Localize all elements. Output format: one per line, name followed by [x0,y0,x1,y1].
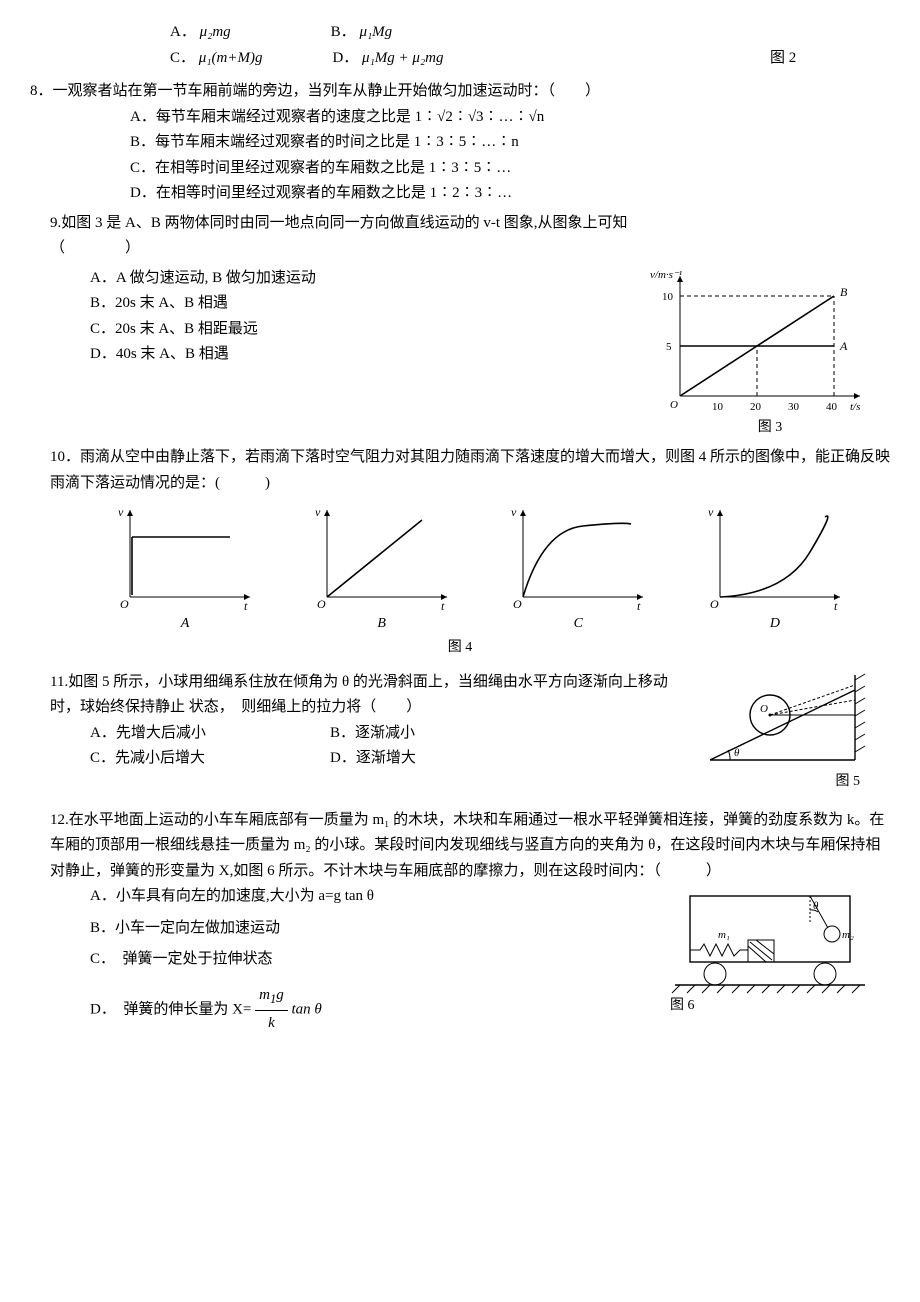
q11-optC: C．先减小后增大 [90,746,290,772]
svg-text:v: v [511,505,517,519]
q9-stem: 9.如图 3 是 A、B 两物体同时由同一地点向同一方向做直线运动的 v-t 图… [30,211,890,262]
q10-labelB: B [377,616,386,631]
svg-text:θ: θ [734,747,740,759]
q8-optA: A．每节车厢末端经过观察者的速度之比是 1∶√2∶√3∶…∶√n [130,105,890,131]
q12-optB: B．小车一定向左做加速运动 [90,916,660,942]
q9-optD: D．40s 末 A、B 相遇 [90,342,650,368]
svg-text:v: v [708,505,714,519]
q12-optD-tan: tan θ [291,1001,321,1017]
svg-text:t: t [834,599,838,612]
q10-labelC: C [574,616,583,631]
q7-opts-row1: A． μ₂mg B． μ₁Mg [30,20,890,46]
q12-optA: A．小车具有向左的加速度,大小为 a=g tan θ [90,884,660,910]
q8-opts: A．每节车厢末端经过观察者的速度之比是 1∶√2∶√3∶…∶√n B．每节车厢末… [30,105,890,207]
svg-text:θ: θ [813,900,819,912]
svg-text:10: 10 [712,401,724,413]
svg-text:20: 20 [750,401,762,413]
q10-stem: 10．雨滴从空中由静止落下，若雨滴下落时空气阻力对其阻力随雨滴下落速度的增大而增… [30,445,890,496]
svg-text:t: t [244,599,248,612]
q10-figlabel: 图 4 [30,636,890,660]
q11-optD: D．逐渐增大 [330,746,416,772]
q9-optB: B．20s 末 A、B 相遇 [90,291,650,317]
q12-diagram: θ m₂ m₁ [660,884,870,994]
q8-stem: 8．一观察者站在第一节车厢前端的旁边，当列车从静止开始做匀加速运动时：（ ） [30,79,890,105]
svg-text:t: t [441,599,445,612]
svg-text:O: O [670,399,678,411]
svg-text:5: 5 [666,341,672,353]
svg-text:30: 30 [788,401,800,413]
svg-text:O: O [120,597,129,611]
svg-text:t/s: t/s [850,401,860,413]
q7-optA-label: A． [170,24,196,40]
svg-text:v: v [315,505,321,519]
q9-chart: v/m·s⁻¹ t/s O 10 20 30 40 5 10 A B [650,266,870,416]
q10-charts: O t v A O t v B O t v C [110,502,850,636]
q7-optB-math: μ₁Mg [359,24,392,40]
q12-optD: D． 弹簧的伸长量为 X= m1g k tan θ [90,983,660,1037]
svg-text:m₁: m₁ [718,929,730,941]
q9-figlabel: 图 3 [650,416,890,440]
q7-optA-math: μ₂mg [200,24,231,40]
q10-chart-B: O t v [307,502,457,612]
q12-stem: 12.在水平地面上运动的小车车厢底部有一质量为 m₁ 的木块，木块和车厢通过一根… [30,808,890,885]
svg-text:40: 40 [826,401,838,413]
q12-figlabel: 图 6 [660,994,890,1018]
q8-optD: D．在相等时间里经过观察者的车厢数之比是 1∶2∶3∶… [130,181,890,207]
q7-optC-math: μ₁(m+M)g [199,50,263,66]
q7-optD-math: μ₁Mg + μ₂mg [362,50,443,66]
q7-figlabel: 图 2 [770,46,890,72]
q7-optC-label: C． [170,50,195,66]
q11-stem: 11.如图 5 所示，小球用细绳系住放在倾角为 θ 的光滑斜面上，当细绳由水平方… [50,670,680,721]
svg-text:O: O [317,597,326,611]
q10-labelD: D [770,616,780,631]
q7-optD: D． μ₁Mg + μ₂mg [332,46,443,72]
q7-optC: C． μ₁(m+M)g [170,46,262,72]
q11-diagram: θ O [690,670,870,770]
q12-optC: C． 弹簧一定处于拉伸状态 [90,947,660,973]
q12-optD-pre: D． 弹簧的伸长量为 X= [90,1001,251,1017]
q11-figlabel: 图 5 [690,770,890,794]
q10-chart-A: O t v [110,502,260,612]
q7-optA: A． μ₂mg [170,20,231,46]
svg-text:B: B [840,285,848,299]
q7-optB-label: B． [331,24,356,40]
svg-text:m₂: m₂ [842,929,854,941]
svg-text:A: A [839,339,848,353]
q9-optC: C．20s 末 A、B 相距最远 [90,317,650,343]
svg-text:v: v [118,505,124,519]
q10-labelA: A [181,616,190,631]
q7-optD-label: D． [332,50,358,66]
q8-optB: B．每节车厢末端经过观察者的时间之比是 1∶3∶5∶…∶n [130,130,890,156]
svg-text:O: O [760,703,768,715]
q11-optB: B．逐渐减小 [330,721,415,747]
svg-text:10: 10 [662,291,674,303]
q10-chart-C: O t v [503,502,653,612]
svg-text:t: t [637,599,641,612]
svg-text:v/m·s⁻¹: v/m·s⁻¹ [650,269,682,281]
svg-text:O: O [513,597,522,611]
q10-chart-D: O t v [700,502,850,612]
q7-opts-row2: C． μ₁(m+M)g D． μ₁Mg + μ₂mg 图 2 [30,46,890,72]
q9-optA: A．A 做匀速运动, B 做匀加速运动 [90,266,650,292]
q7-optB: B． μ₁Mg [331,20,393,46]
svg-text:O: O [710,597,719,611]
q8-optC: C．在相等时间里经过观察者的车厢数之比是 1∶3∶5∶… [130,156,890,182]
q11-optA: A．先增大后减小 [90,721,290,747]
